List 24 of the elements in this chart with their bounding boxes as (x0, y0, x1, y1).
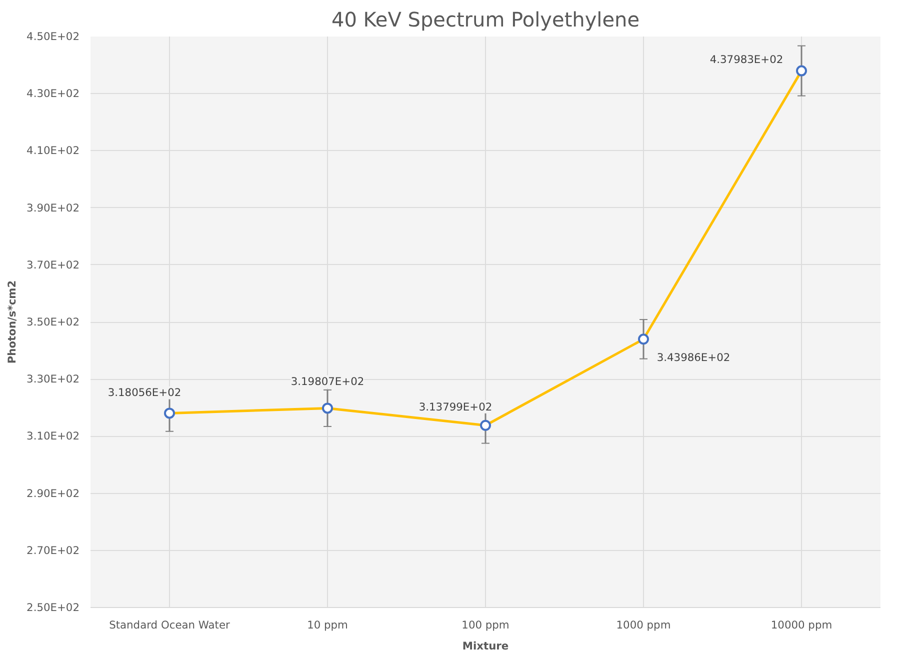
data-label: 4.37983E+02 (710, 52, 784, 66)
y-tick-label: 2.70E+02 (26, 544, 80, 557)
y-tick-label: 3.30E+02 (26, 372, 80, 386)
data-label: 3.13799E+02 (418, 400, 492, 414)
y-tick-label: 4.50E+02 (26, 30, 80, 43)
y-tick-label: 4.10E+02 (26, 144, 80, 158)
x-tick-label: 10 ppm (307, 618, 348, 632)
x-tick-label: 10000 ppm (770, 618, 832, 632)
y-tick-label: 3.10E+02 (26, 430, 80, 443)
x-axis-title: Mixture (462, 640, 509, 652)
x-tick-label: Standard Ocean Water (109, 618, 231, 632)
y-tick-label: 2.90E+02 (26, 486, 80, 500)
y-tick-label: 2.50E+02 (26, 601, 80, 614)
data-label: 3.19807E+02 (290, 375, 364, 388)
y-tick-label: 3.70E+02 (26, 258, 80, 272)
chart-title: 40 KeV Spectrum Polyethylene (331, 8, 640, 32)
y-tick-label: 3.90E+02 (26, 201, 80, 214)
y-tick-label: 4.30E+02 (26, 87, 80, 100)
x-tick-label: 100 ppm (462, 618, 510, 632)
x-tick-label: 1000 ppm (616, 618, 671, 632)
y-axis-title: Photon/s*cm2 (6, 280, 19, 364)
data-label: 3.18056E+02 (108, 386, 182, 400)
data-label: 3.43986E+02 (656, 351, 730, 364)
y-tick-label: 3.50E+02 (26, 316, 80, 328)
